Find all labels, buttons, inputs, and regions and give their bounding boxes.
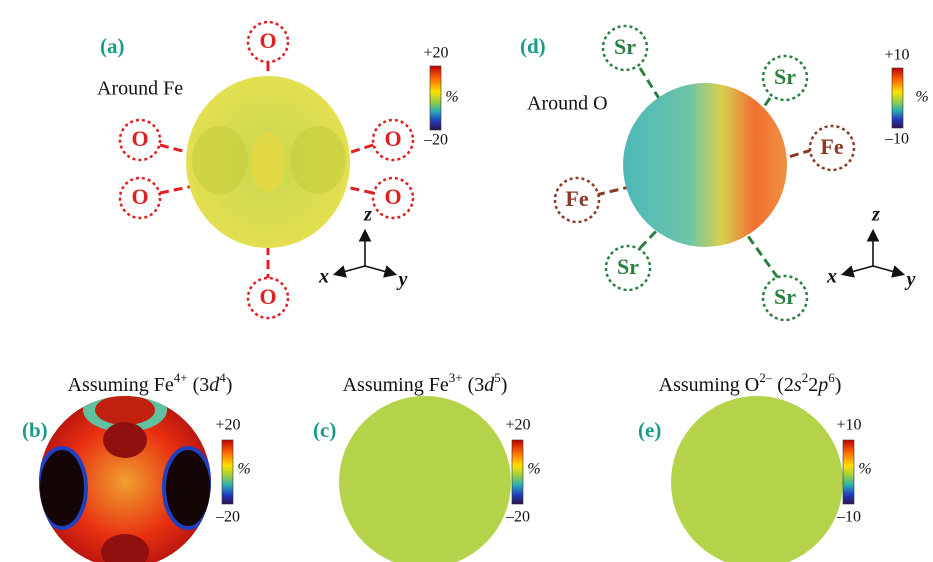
atom-label: O: [131, 184, 148, 209]
caption-part: Assuming O: [659, 374, 760, 396]
colorbar-min: –10: [836, 509, 861, 526]
colorbar-max: +20: [215, 417, 240, 434]
panel-label: (d): [520, 34, 546, 58]
colorbar: [512, 440, 523, 504]
axes-icon: [844, 232, 902, 274]
atom-label: Sr: [774, 64, 796, 89]
atom-label: O: [259, 284, 276, 309]
caption: Around O: [527, 93, 608, 115]
colorbar-unit: %: [237, 461, 250, 478]
atom-label: O: [259, 28, 276, 53]
caption-part: Assuming Fe: [343, 374, 449, 396]
atom-label: Sr: [614, 34, 636, 59]
caption-part: p: [816, 374, 828, 396]
axis-label: x: [318, 266, 329, 288]
atom-label: Sr: [617, 254, 639, 279]
atom-label: Fe: [565, 186, 588, 211]
caption-part: Assuming Fe: [68, 374, 174, 396]
atom-label: O: [384, 184, 401, 209]
axis-label: z: [363, 204, 372, 226]
caption-part: ): [501, 374, 508, 396]
colorbar-unit: %: [527, 461, 540, 478]
panel-label: (c): [313, 418, 336, 442]
colorbar-max: +10: [836, 417, 861, 434]
axis-label: y: [397, 269, 408, 291]
colorbar-min: –20: [423, 132, 448, 149]
colorbar: [892, 68, 903, 128]
caption: Assuming O2– (2s22p6): [659, 370, 842, 396]
atom-label: Sr: [774, 284, 796, 309]
axis-label: y: [905, 269, 916, 291]
atom-label: O: [131, 126, 148, 151]
caption-part: (3: [463, 374, 485, 396]
caption: Assuming Fe3+ (3d5): [343, 370, 508, 396]
colorbar-max: +20: [505, 417, 530, 434]
caption-part: 4+: [174, 370, 188, 385]
colorbar-min: –20: [215, 509, 240, 526]
caption-part: ): [835, 374, 842, 396]
colorbar-unit: %: [445, 89, 458, 106]
colorbar: [843, 440, 854, 504]
caption-part: (3: [188, 374, 210, 396]
caption-part: 2: [808, 374, 818, 396]
caption-part: ): [226, 374, 233, 396]
caption-part: s: [794, 374, 802, 396]
atom-label: Fe: [820, 134, 843, 159]
caption-part: (2: [772, 374, 794, 396]
panel-label: (e): [638, 418, 661, 442]
sphere: [671, 396, 843, 562]
caption-part: 2–: [759, 370, 773, 385]
colorbar: [222, 440, 233, 504]
panel-label: (a): [100, 34, 125, 58]
colorbar-max: +10: [884, 47, 909, 64]
sphere: [339, 396, 511, 562]
panel-label: (b): [22, 418, 48, 442]
colorbar-min: –10: [884, 131, 909, 148]
sphere: [623, 83, 787, 247]
colorbar-unit: %: [858, 461, 871, 478]
axis-label: x: [826, 266, 837, 288]
colorbar-max: +20: [423, 45, 448, 62]
colorbar-min: –20: [505, 509, 530, 526]
colorbar: [430, 66, 441, 130]
atom-label: O: [384, 126, 401, 151]
sphere: [38, 388, 212, 562]
sphere-shading: [192, 126, 346, 194]
caption-part: 3+: [449, 370, 463, 385]
caption: Around Fe: [97, 78, 183, 100]
caption: Assuming Fe4+ (3d4): [68, 370, 233, 396]
figure: (a) Around Fe O O O O O O +20 % –20 z x …: [0, 0, 933, 562]
axis-label: z: [871, 204, 880, 226]
colorbar-unit: %: [915, 89, 928, 106]
axes-icon: [336, 232, 394, 274]
